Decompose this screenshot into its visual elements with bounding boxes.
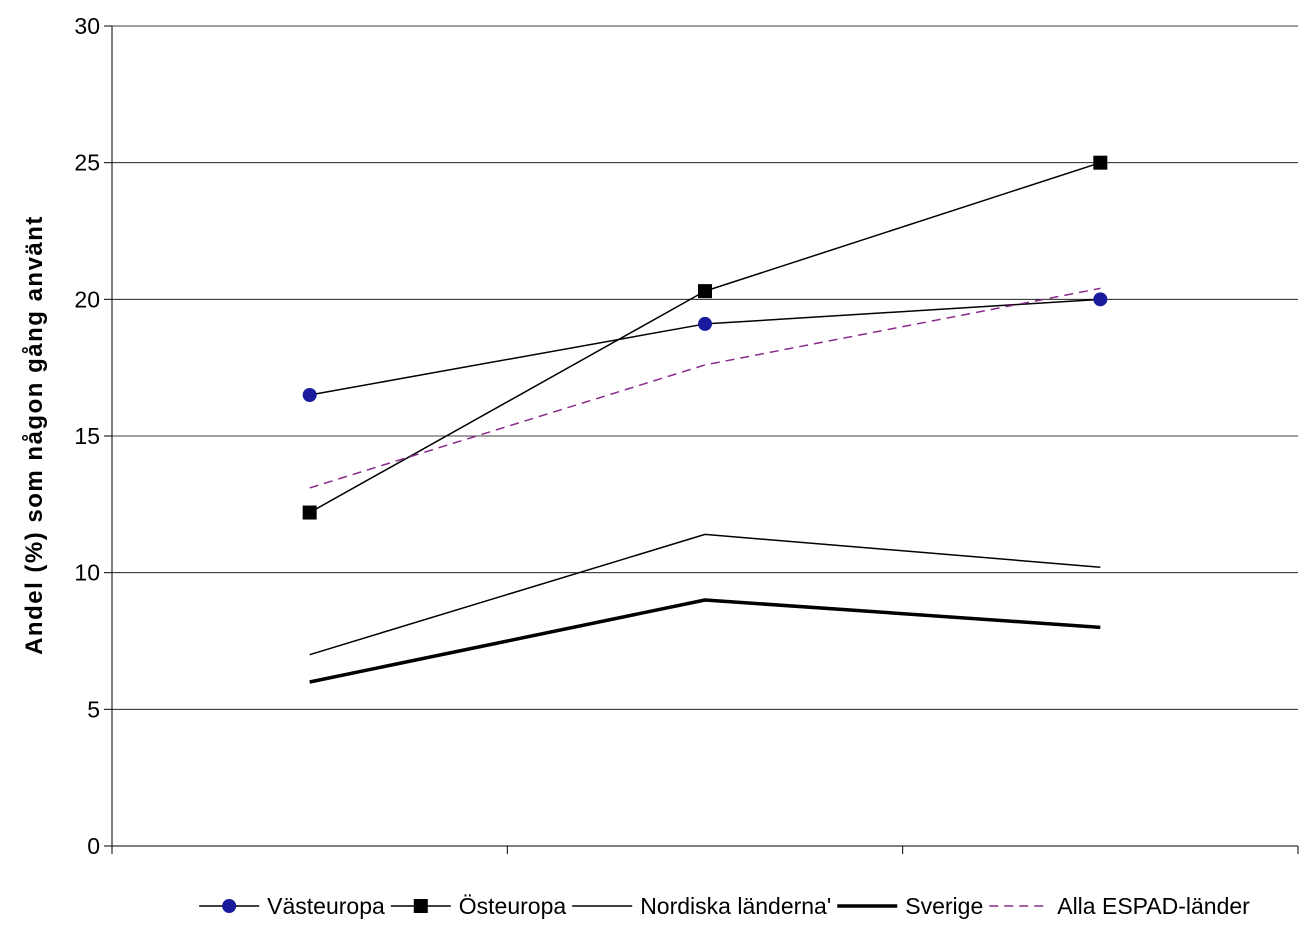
data-point — [1093, 155, 1108, 170]
y-tick-label: 15 — [74, 423, 100, 449]
legend-item: Sverige — [837, 893, 983, 919]
y-tick-label: 10 — [74, 560, 100, 586]
series-lines — [309, 161, 1101, 684]
data-point — [1093, 292, 1108, 307]
legend-item: Östeuropa — [390, 893, 567, 919]
gridlines — [112, 25, 1298, 710]
legend-label: Östeuropa — [459, 893, 567, 919]
series-line — [309, 298, 1101, 396]
series-line — [309, 598, 1101, 684]
legend: Västeuropa Östeuropa Nordiska länderna' Sve… — [199, 893, 1250, 919]
y-axis-label: Andel (%) som någon gång använt — [21, 215, 48, 655]
y-tick-label: 30 — [74, 13, 100, 39]
y-tick-label: 20 — [74, 286, 100, 312]
legend-label: Nordiska länderna' — [640, 893, 831, 919]
legend-label: Alla ESPAD-länder — [1057, 893, 1250, 919]
legend-label: Västeuropa — [267, 893, 385, 919]
legend-marker — [222, 899, 237, 913]
y-tick-label: 0 — [87, 833, 100, 859]
legend-marker — [413, 899, 428, 913]
y-tick-label: 25 — [74, 150, 100, 176]
axes: 0 5 10 15 20 25 30 — [74, 13, 1299, 859]
legend-label: Sverige — [905, 893, 983, 919]
series-line — [309, 287, 1101, 489]
series-line — [309, 533, 1101, 656]
data-point — [698, 316, 712, 331]
y-tick-label: 5 — [87, 696, 100, 722]
data-point — [302, 505, 317, 520]
data-point — [302, 388, 317, 402]
series-line — [309, 161, 1101, 514]
series-markers — [302, 155, 1108, 520]
legend-item: Alla ESPAD-länder — [989, 893, 1250, 919]
data-point — [698, 284, 712, 299]
legend-item: Västeuropa — [199, 893, 385, 919]
legend-item: Nordiska länderna' — [572, 893, 831, 919]
